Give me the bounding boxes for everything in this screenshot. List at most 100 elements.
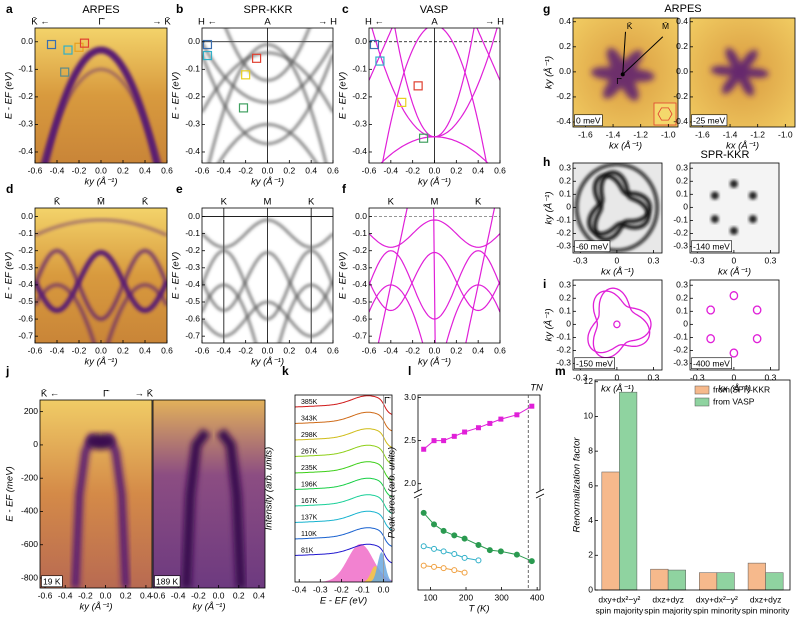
y-axis-label: ky (Å⁻¹) bbox=[544, 192, 555, 225]
edc-curve bbox=[295, 395, 392, 415]
y-tick-label: 12 bbox=[584, 376, 594, 386]
x-tick-label: -0.6 bbox=[195, 345, 210, 355]
y-tick-label: 2.0 bbox=[404, 478, 416, 488]
data-point bbox=[486, 547, 493, 554]
band-line bbox=[381, 28, 488, 163]
x-tick-label: -1.6 bbox=[695, 129, 710, 139]
x-axis-label: kx (Å⁻¹) bbox=[601, 267, 634, 278]
x-tick-label: -0.6 bbox=[28, 345, 43, 355]
spectral-blob bbox=[86, 433, 115, 450]
y-tick-label: 0 bbox=[588, 584, 593, 594]
y-tick-label: -0.2 bbox=[185, 245, 200, 255]
energy-label-box bbox=[691, 357, 732, 370]
plot-area bbox=[573, 163, 662, 253]
x-tick-label: -0.3 bbox=[313, 584, 328, 594]
inset-hexagon bbox=[657, 107, 673, 121]
x-tick-sublabel: spin minority bbox=[742, 605, 790, 615]
energy-label-box bbox=[574, 357, 615, 370]
y-tick-label: -0.2 bbox=[556, 345, 571, 355]
bar bbox=[747, 562, 766, 591]
x-tick-label: -1.0 bbox=[778, 129, 793, 139]
band-line bbox=[613, 320, 621, 329]
y-tick-label: -0.2 bbox=[18, 91, 33, 101]
y-tick-label: -0.2 bbox=[18, 245, 33, 255]
highlight-box bbox=[241, 70, 251, 80]
band-line bbox=[35, 249, 167, 314]
band-line bbox=[369, 219, 500, 248]
panel-letter: m bbox=[555, 364, 566, 378]
spectral-blob bbox=[729, 179, 738, 188]
top-label: K bbox=[388, 197, 395, 208]
x-tick-label: 0.2 bbox=[117, 165, 129, 175]
band-line bbox=[181, 428, 211, 588]
x-tick-label: 0 bbox=[615, 372, 620, 382]
y-tick-label: 0.0 bbox=[355, 211, 367, 221]
image-background bbox=[690, 280, 779, 370]
y-axis-label: ky (Å⁻¹) bbox=[544, 56, 555, 89]
y-tick-label: -0.5 bbox=[185, 296, 200, 306]
y-tick-label: 200 bbox=[24, 406, 38, 416]
x-axis-label: ky (Å⁻¹) bbox=[251, 177, 284, 188]
highlight-box bbox=[238, 103, 249, 113]
plot-frame bbox=[689, 162, 780, 254]
edc-curve bbox=[295, 477, 392, 498]
x-axis-label: ky (Å⁻¹) bbox=[418, 357, 451, 368]
x-tick-label: 0.6 bbox=[494, 165, 506, 175]
y-axis-label: Peak area (arb. units) bbox=[387, 447, 398, 538]
band-line bbox=[706, 305, 715, 315]
panel-letter: g bbox=[543, 2, 550, 16]
temperature-label: 298K bbox=[301, 432, 318, 439]
x-tick-label: -0.4 bbox=[384, 165, 399, 175]
data-point bbox=[451, 551, 458, 557]
x-tick-label: 0.4 bbox=[305, 165, 317, 175]
band-line bbox=[224, 28, 311, 82]
data-point bbox=[420, 562, 427, 569]
top-label: → H bbox=[318, 17, 337, 28]
plot-area bbox=[573, 280, 662, 370]
top-label: → K̄ bbox=[152, 17, 171, 28]
x-tick-label: -1.4 bbox=[606, 129, 621, 139]
bz-label: M̄ bbox=[662, 21, 669, 31]
x-tick-label: -0.2 bbox=[334, 584, 349, 594]
x-tick-label: -0.4 bbox=[384, 345, 399, 355]
bar bbox=[601, 471, 620, 591]
energy-label: -150 meV bbox=[576, 358, 613, 368]
data-point bbox=[440, 527, 447, 534]
x-tick-label: -0.4 bbox=[217, 165, 232, 175]
plot-area bbox=[690, 163, 779, 253]
y-tick-label: -200 bbox=[21, 472, 38, 482]
top-label: K̄ bbox=[54, 197, 61, 208]
highlight-box bbox=[418, 133, 429, 143]
panel-title: SPR-KKR bbox=[701, 149, 750, 161]
plot-area bbox=[295, 395, 392, 582]
y-tick-label: -0.2 bbox=[673, 91, 688, 101]
highlight-box bbox=[397, 97, 407, 107]
top-label: M bbox=[264, 197, 272, 208]
y-axis-label: E - EF (eV) bbox=[4, 72, 15, 119]
x-tick-label: 300 bbox=[494, 592, 508, 602]
energy-label: -25 meV bbox=[693, 115, 725, 125]
x-tick-label: 0.2 bbox=[120, 590, 132, 600]
plot-area bbox=[35, 208, 167, 343]
x-tick-label: 0.0 bbox=[262, 345, 274, 355]
y-axis-label: E - EF (eV) bbox=[171, 252, 182, 299]
band-line bbox=[202, 42, 333, 104]
image-background bbox=[573, 280, 662, 370]
y-tick-label: 0 bbox=[566, 202, 571, 212]
bz-label: Γ̄ bbox=[616, 76, 623, 86]
top-label: → K̄ bbox=[135, 389, 154, 400]
data-point bbox=[440, 565, 447, 572]
plot-area bbox=[202, 28, 333, 163]
band-line bbox=[35, 218, 167, 237]
y-tick-label: -0.1 bbox=[18, 64, 33, 74]
y-tick-label: -600 bbox=[21, 539, 38, 549]
temperature-label: 167K bbox=[301, 498, 318, 505]
y-tick-label: 0.2 bbox=[559, 176, 571, 186]
bar bbox=[716, 572, 735, 591]
x-tick-label: -0.6 bbox=[362, 165, 377, 175]
y-axis-label: E - EF (meV) bbox=[5, 466, 16, 521]
x-tick-label: -1.0 bbox=[661, 129, 676, 139]
y-tick-label: -0.7 bbox=[352, 330, 367, 340]
highlight-box bbox=[375, 56, 385, 66]
